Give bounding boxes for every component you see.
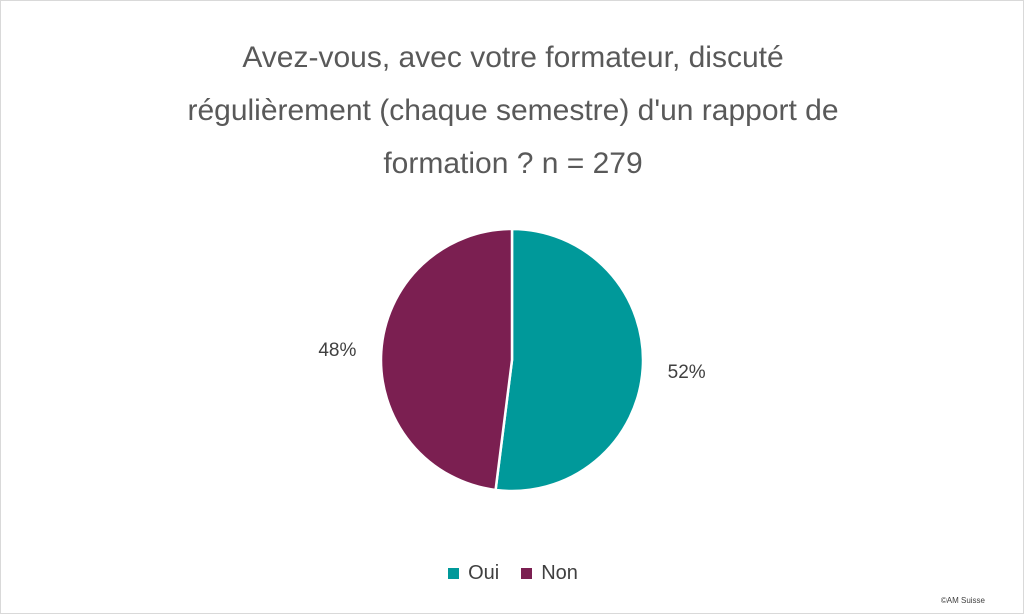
legend-item-non: Non — [521, 562, 578, 585]
copyright-text: ©AM Suisse — [940, 596, 985, 605]
pie-labels: 52% 48% — [318, 340, 705, 383]
legend-item-oui: Oui — [448, 562, 499, 585]
data-label-oui: 52% — [668, 362, 706, 383]
pie-slice-oui — [494, 227, 645, 493]
legend-swatch-non — [521, 568, 533, 579]
legend-label-non: Non — [541, 562, 578, 584]
data-label-non: 48% — [318, 340, 356, 361]
legend-swatch-oui — [448, 568, 460, 579]
pie-slices — [379, 227, 645, 493]
pie-slice-non — [379, 227, 514, 492]
legend: Oui Non — [1, 562, 1024, 585]
chart-title: Avez-vous, avec votre formateur, discuté… — [187, 41, 839, 180]
legend-label-oui: Oui — [468, 562, 500, 584]
